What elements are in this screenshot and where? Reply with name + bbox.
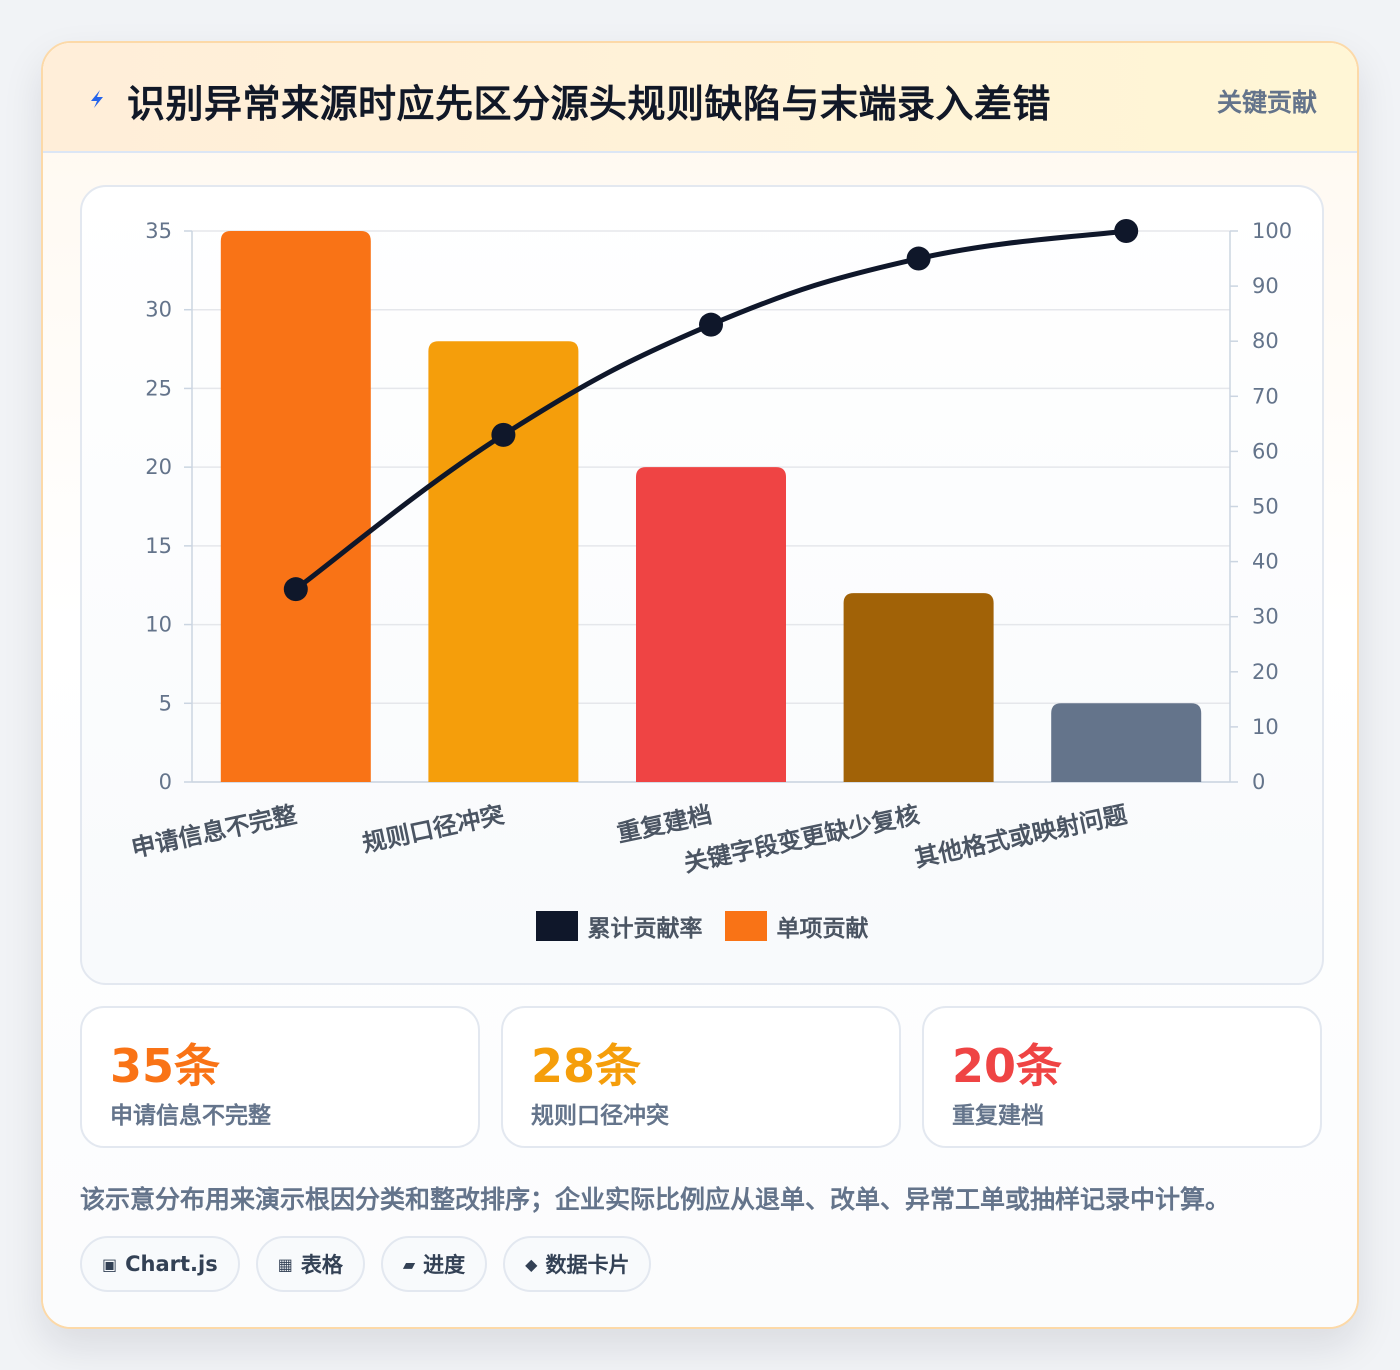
y-left-tick-label: 20	[145, 455, 172, 479]
header-tag: 关键贡献	[1216, 88, 1317, 117]
stat-card-2: 28条 规则口径冲突	[501, 1006, 901, 1148]
y-left-tick-label: 5	[159, 691, 172, 715]
cumulative-point	[491, 422, 516, 447]
chip-table[interactable]: ▦ 表格	[255, 1236, 365, 1292]
y-left-tick-label: 15	[145, 534, 172, 558]
bar	[843, 593, 994, 782]
stat-label: 规则口径冲突	[531, 1103, 669, 1129]
diamond-icon: ◆	[525, 1254, 538, 1274]
chip-label: Chart.js	[125, 1252, 218, 1276]
y-right-tick-label: 10	[1252, 715, 1279, 739]
y-right-tick-label: 100	[1252, 219, 1292, 243]
y-right-tick-label: 90	[1252, 274, 1279, 298]
legend-label-single: 单项贡献	[776, 916, 869, 942]
bar	[428, 341, 579, 782]
bar	[1051, 703, 1202, 782]
x-category-label: 重复建档	[615, 800, 715, 847]
stat-label: 重复建档	[952, 1103, 1044, 1129]
lightning-icon	[91, 90, 103, 108]
stat-card-3: 20条 重复建档	[922, 1006, 1322, 1148]
y-left-tick-label: 0	[159, 770, 172, 794]
x-category-label: 申请信息不完整	[129, 800, 299, 862]
chart-panel: 0 5 10 15 20 25 30 35 0 10 20 30 40 50 60 70 80 90 100 申请信息…	[80, 185, 1324, 985]
chip-label: 进度	[423, 1253, 466, 1277]
stat-value: 20条	[952, 1039, 1063, 1093]
legend-label-cumulative: 累计贡献率	[587, 916, 703, 942]
x-category-label: 规则口径冲突	[360, 800, 507, 857]
x-category-label: 关键字段变更缺少复核	[681, 800, 922, 877]
stat-label: 申请信息不完整	[110, 1103, 271, 1129]
cumulative-point	[906, 246, 931, 271]
legend-swatch-single	[724, 911, 767, 941]
y-right-tick-label: 0	[1252, 770, 1265, 794]
pareto-chart: 0 5 10 15 20 25 30 35 0 10 20 30 40 50 60 70 80 90 100 申请信息…	[129, 219, 1292, 878]
page-title: 识别异常来源时应先区分源头规则缺陷与末端录入差错	[127, 82, 1052, 126]
legend-swatch-cumulative	[535, 911, 578, 941]
chip-label: 表格	[300, 1253, 343, 1277]
stat-value: 35条	[110, 1039, 221, 1093]
y-right-tick-label: 40	[1252, 550, 1279, 574]
chip-row: ▣ Chart.js ▦ 表格 ▰ 进度 ◆ 数据卡片	[80, 1236, 652, 1292]
footnote: 该示意分布用来演示根因分类和整改排序；企业实际比例应从退单、改单、异常工单或抽样…	[80, 1185, 1231, 1214]
cumulative-point	[699, 312, 723, 337]
y-right-tick-label: 20	[1252, 660, 1279, 684]
y-left-tick-label: 10	[145, 613, 172, 637]
y-right-tick-label: 80	[1252, 329, 1279, 353]
y-right-tick-label: 30	[1252, 605, 1279, 629]
y-right-tick-label: 50	[1252, 495, 1279, 519]
chart-icon: ▣	[102, 1254, 118, 1274]
cumulative-point	[1114, 219, 1139, 243]
stat-card-1: 35条 申请信息不完整	[80, 1006, 480, 1148]
y-left-tick-label: 35	[145, 219, 172, 243]
y-left-tick-label: 30	[145, 298, 172, 322]
header: 识别异常来源时应先区分源头规则缺陷与末端录入差错 关键贡献	[43, 43, 1357, 153]
progress-icon: ▰	[402, 1254, 416, 1274]
y-right-tick-label: 70	[1252, 384, 1279, 408]
chart-legend: 累计贡献率 单项贡献	[82, 909, 1322, 943]
x-category-label: 其他格式或映射问题	[912, 800, 1129, 872]
legend-item-cumulative[interactable]: 累计贡献率	[535, 909, 703, 943]
legend-item-single[interactable]: 单项贡献	[724, 909, 869, 943]
bar	[636, 467, 786, 782]
y-left-tick-label: 25	[145, 376, 172, 400]
bar	[220, 231, 371, 782]
chip-progress[interactable]: ▰ 进度	[380, 1236, 488, 1292]
y-right-tick-label: 60	[1252, 439, 1279, 463]
cumulative-point	[283, 577, 308, 602]
table-icon: ▦	[277, 1254, 293, 1274]
main-card: 识别异常来源时应先区分源头规则缺陷与末端录入差错 关键贡献 0 5 10 15 20 25…	[41, 41, 1359, 1329]
stat-value: 28条	[531, 1039, 642, 1093]
chip-chartjs[interactable]: ▣ Chart.js	[80, 1236, 240, 1292]
chip-label: 数据卡片	[545, 1253, 630, 1277]
chip-data-card[interactable]: ◆ 数据卡片	[503, 1236, 652, 1292]
